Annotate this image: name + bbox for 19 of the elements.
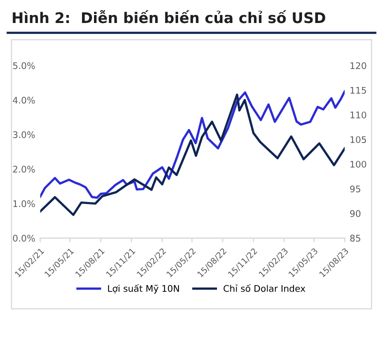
- y-tick-label: 1.0%: [13, 200, 35, 208]
- chart-title: Hình 2: Diễn biến biến của chỉ số USD: [12, 10, 326, 24]
- y2-tick-label: 105: [350, 136, 366, 144]
- y-tick-label: 2.0%: [13, 166, 35, 173]
- y-tick-label: 0.0%: [13, 234, 35, 242]
- y-tick-label: 4.0%: [12, 96, 35, 104]
- y2-tick-label: 90: [350, 210, 360, 217]
- y2-tick-label: 110: [350, 112, 366, 118]
- y2-tick-label: 85: [350, 234, 360, 242]
- line-series: [40, 94, 345, 216]
- y2-tick-label: 120: [350, 62, 366, 70]
- y-tick-label: 3.0%: [13, 131, 35, 138]
- legend-label: Chỉ số Dolar Index: [224, 284, 306, 292]
- y-tick-label: 5.0%: [13, 62, 35, 70]
- y2-tick-label: 95: [350, 185, 360, 192]
- y2-tick-label: 115: [350, 87, 366, 94]
- line-series: [40, 90, 345, 199]
- legend-label: Lợi suất Mỹ 10N: [108, 284, 179, 294]
- y2-tick-label: 100: [350, 160, 366, 168]
